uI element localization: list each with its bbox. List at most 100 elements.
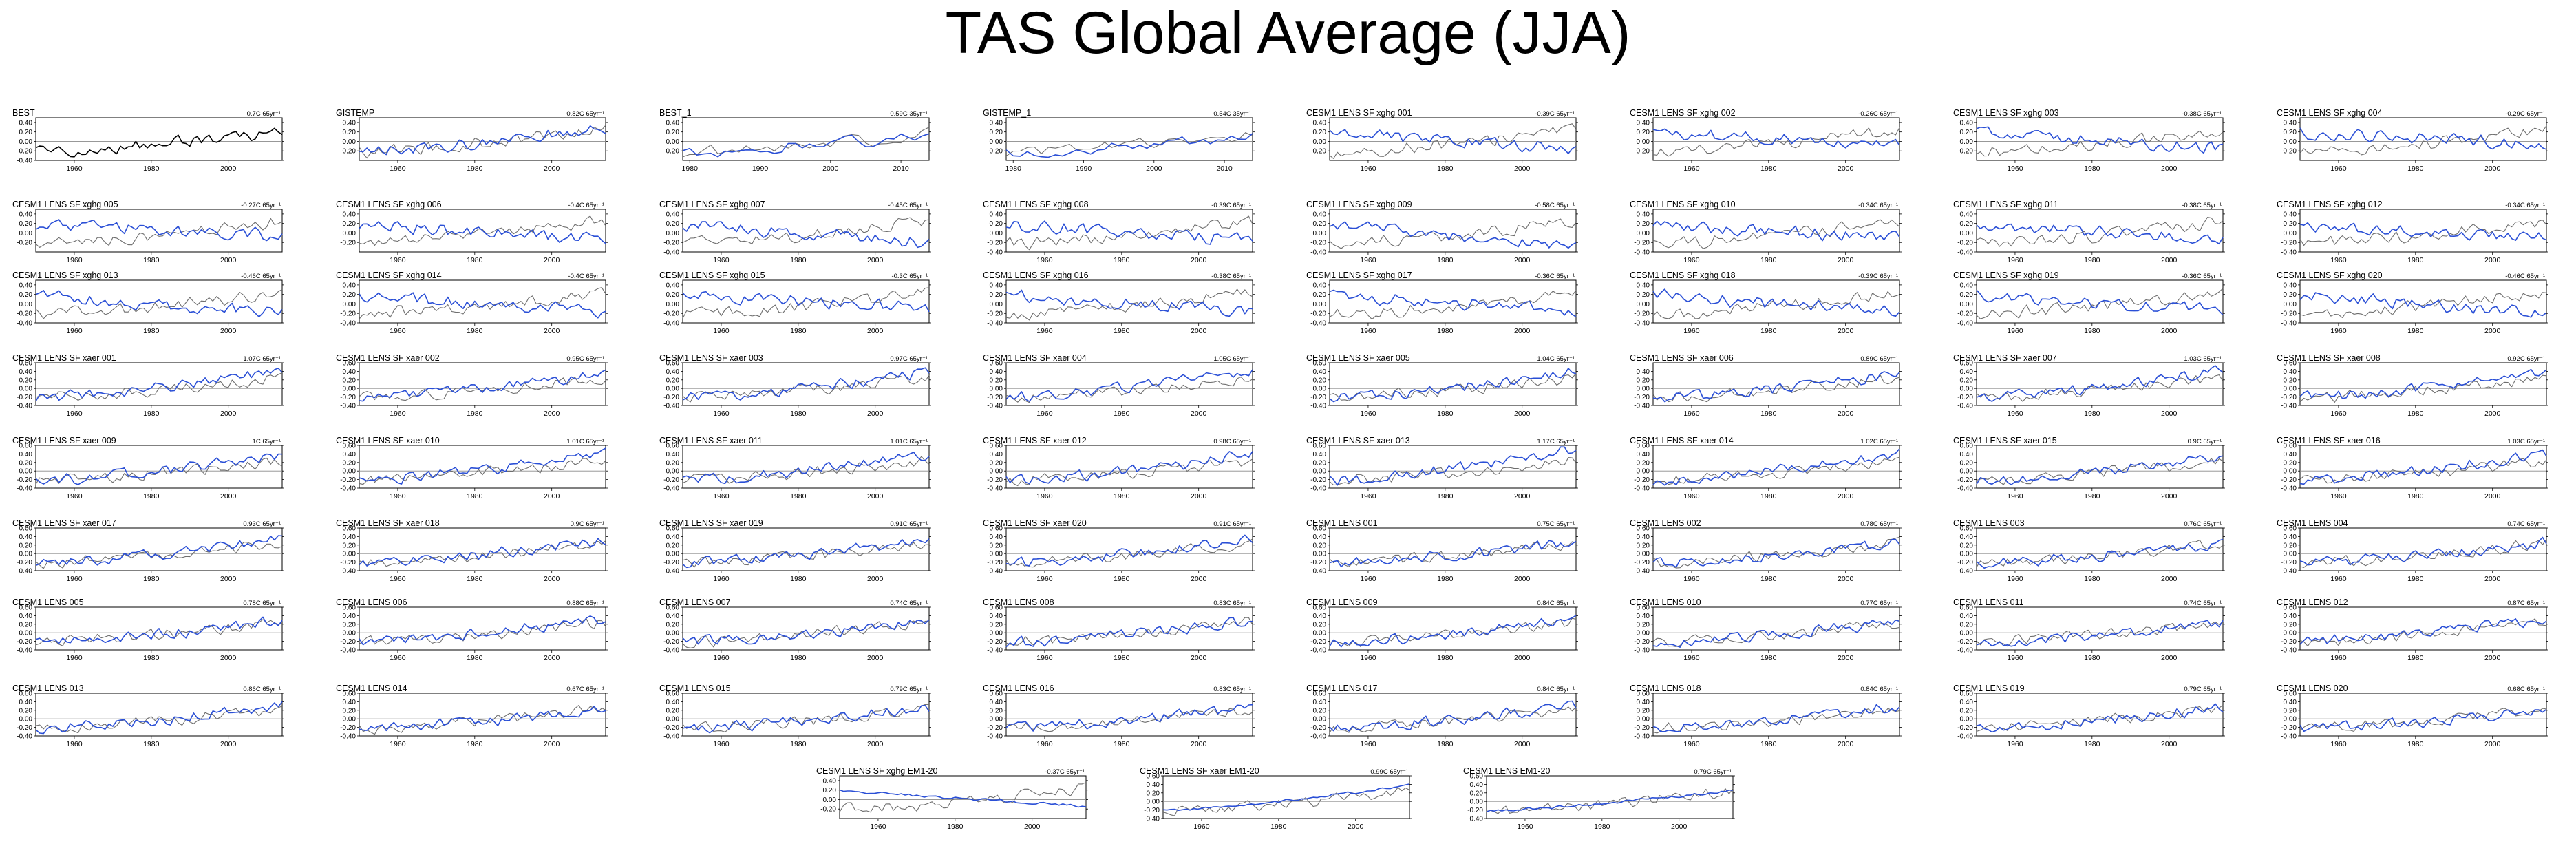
reference-series-line [359,458,606,485]
y-tick-label: -0.20 [1310,638,1326,646]
y-tick-label: -0.20 [987,559,1003,567]
trend-label: 0.54C 35yr⁻¹ [1213,110,1251,118]
y-tick-label: -0.20 [1310,148,1326,156]
x-tick-label: 1980 [1760,575,1777,583]
y-tick-label: 0.40 [343,282,356,289]
reference-series-line [35,706,283,734]
reference-series-line [35,289,283,319]
x-tick-label: 1980 [467,327,483,335]
y-tick-label: -0.40 [1957,647,1973,655]
x-tick-label: 1980 [1760,256,1777,264]
model-series-line [359,125,606,156]
y-tick-label: 0.40 [343,534,356,541]
trend-label: -0.46C 65yr⁻¹ [2505,273,2545,280]
trend-label: -0.27C 65yr⁻¹ [241,202,281,209]
y-tick-label: 0.00 [1960,551,1974,558]
y-tick-label: -0.40 [1957,403,1973,410]
x-tick-label: 1980 [1760,492,1777,500]
x-tick-label: 1960 [1360,165,1376,173]
chart-panel: CESM1 LENS SF xaer 002 0.95C 65yr⁻¹ 0.60 0.… [332,353,610,419]
x-tick-label: 2000 [1191,410,1207,418]
y-tick-label: 0.60 [343,443,356,450]
y-tick-label: 0.00 [1960,138,1974,146]
y-tick-label: 0.00 [2284,630,2297,637]
y-tick-label: 0.20 [343,542,356,549]
y-tick-label: 0.60 [990,690,1003,698]
x-tick-label: 1980 [1760,740,1777,748]
y-tick-label: 0.40 [1637,119,1650,127]
chart-svg: CESM1 LENS SF xaer 004 1.05C 65yr⁻¹0.600.… [983,353,1255,418]
model-series-line [1329,129,1577,154]
y-tick-label: 0.00 [1637,386,1650,393]
trend-label: -0.36C 65yr⁻¹ [1535,273,1575,280]
x-tick-label: 1960 [1683,654,1700,662]
panel-title: CESM1 LENS SF xghg 004 [2277,108,2383,118]
y-tick-label: 0.00 [1313,230,1327,237]
x-tick-label: 1980 [1760,654,1777,662]
model-series-line [1652,704,1900,732]
y-tick-label: 0.20 [343,707,356,715]
y-tick-label: -0.20 [1634,240,1650,247]
y-tick-label: 0.20 [990,621,1003,629]
x-tick-label: 1960 [390,327,406,335]
x-tick-label: 1960 [2330,410,2347,418]
chart-svg: CESM1 LENS SF xghg 018 -0.39C 65yr⁻¹ 0.40 0… [1630,271,1902,335]
chart-panel: CESM1 LENS 019 0.79C 65yr⁻¹ 0.60 0.40 0.20 0.… [1949,684,2228,750]
y-tick-label: 0.60 [1313,443,1327,450]
plot-frame [35,445,283,489]
y-tick-label: 0.40 [990,613,1003,620]
y-tick-label: 0.20 [1313,129,1327,136]
chart-svg: CESM1 LENS SF xghg 020 -0.46C 65yr⁻¹ 0.40 0… [2277,271,2548,335]
y-tick-label: 0.20 [2284,459,2297,467]
y-tick-label: 0.20 [1960,291,1974,299]
y-tick-label: 0.60 [2284,525,2297,533]
chart-panel: CESM1 LENS SF xghg 014 -0.4C 65yr⁻¹ 0.40 0.… [332,271,610,337]
x-tick-label: 2000 [1838,410,1854,418]
panel-title: CESM1 LENS SF xaer 017 [12,518,116,528]
model-series-line [1005,617,1253,648]
y-tick-label: 0.20 [1313,621,1327,629]
y-tick-label: 0.00 [1313,386,1327,393]
y-tick-label: -0.40 [2281,403,2297,410]
plot-frame [35,279,283,324]
y-tick-label: -0.20 [663,310,679,318]
y-tick-label: -0.20 [1634,559,1650,567]
x-tick-label: 2000 [1191,492,1207,500]
panel-title: CESM1 LENS 003 [1953,518,2025,528]
trend-label: 0.84C 65yr⁻¹ [1537,686,1575,693]
plot-frame [682,209,930,253]
x-tick-label: 2000 [2161,492,2178,500]
x-tick-label: 1960 [66,740,83,748]
plot-frame [1976,117,2224,161]
y-tick-label: 0.00 [1960,716,1974,724]
y-tick-label: 0.40 [1637,211,1650,218]
reference-series-line [35,218,283,248]
panel-title: CESM1 LENS SF xaer 012 [983,436,1087,445]
y-tick-label: 0.60 [343,360,356,368]
x-tick-label: 2000 [2161,575,2178,583]
model-series-line [1652,538,1900,568]
plot-frame [35,209,283,253]
plot-frame [1329,209,1577,253]
y-tick-label: 0.40 [1960,534,1974,541]
x-tick-label: 2000 [1348,823,1364,831]
y-tick-label: -0.20 [663,476,679,484]
y-tick-label: 0.20 [1637,621,1650,629]
y-tick-label: 0.60 [343,604,356,612]
y-tick-label: 0.40 [343,119,356,127]
panel-title: CESM1 LENS SF xghg 019 [1953,271,2059,280]
model-series-line [2299,292,2547,318]
y-tick-label: -0.40 [1634,320,1650,328]
reference-series-line [2299,539,2547,568]
chart-panel: CESM1 LENS SF xghg 015 -0.3C 65yr⁻¹ 0.40 0.… [655,271,934,337]
plot-frame [359,445,606,489]
chart-svg: CESM1 LENS SF xghg EM1-20 -0.37C 65yr⁻¹ 0.… [816,766,1088,831]
y-tick-label: 0.00 [1313,468,1327,476]
model-series-line [682,367,930,401]
y-tick-label: 0.40 [823,777,837,785]
plot-frame [1976,445,2224,489]
x-tick-label: 1990 [752,165,769,173]
model-series-line [1652,448,1900,486]
trend-label: 0.82C 65yr⁻¹ [566,110,604,118]
x-tick-label: 2000 [1514,327,1531,335]
